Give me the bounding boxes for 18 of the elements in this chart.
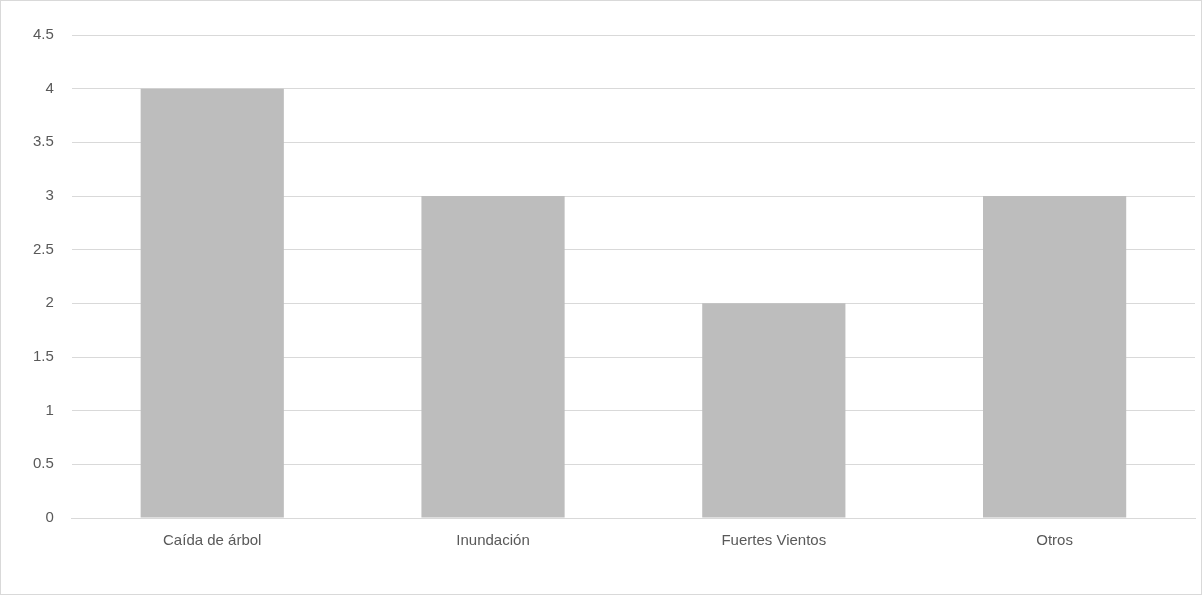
y-tick-label: 0 (45, 508, 54, 526)
bar (702, 303, 846, 518)
y-tick-label: 4 (45, 78, 54, 96)
y-tick-label: 4.5 (32, 25, 54, 43)
x-tick-label: Otros (1036, 531, 1073, 549)
bar (421, 196, 565, 518)
bar (140, 88, 284, 518)
y-tick-label: 2.5 (32, 239, 54, 257)
y-tick-label: 1.5 (32, 347, 54, 365)
x-tick-label: Fuertes Vientos (721, 531, 827, 549)
y-tick-label: 0.5 (32, 454, 54, 472)
x-tick-label: Caída de árbol (163, 531, 262, 549)
y-tick-label: 1 (45, 400, 54, 418)
y-tick-label: 2 (45, 293, 54, 311)
y-tick-label: 3.5 (32, 132, 54, 150)
bar (983, 196, 1127, 518)
y-tick-label: 3 (45, 186, 54, 204)
x-tick-label: Inundación (456, 531, 530, 549)
